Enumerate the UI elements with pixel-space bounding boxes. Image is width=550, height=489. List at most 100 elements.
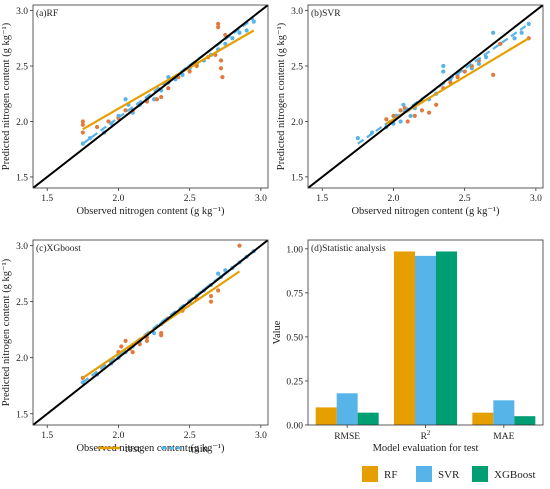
panel-title: (a)RF [36, 8, 58, 19]
identity-line [33, 240, 268, 425]
test-point [80, 122, 85, 127]
x-tick-label: 1.5 [316, 194, 328, 204]
train-point [441, 69, 446, 74]
train-point [251, 19, 256, 24]
x-tick-label: 2.0 [113, 431, 125, 441]
scatter-panel-rf: 1.5 2.0 2.5 3.0 1.5 2.0 2.5 3.0 (a)RF Observed ni… [1, 4, 269, 217]
y-axis-label: Value [272, 320, 283, 344]
y-axis-label: Predicted nitrogen content (g kg⁻¹) [1, 22, 12, 170]
test-point [216, 25, 221, 30]
identity-line [33, 5, 268, 188]
panel-frame [32, 239, 269, 426]
train-legend-label: train [188, 443, 209, 455]
train-point [491, 30, 496, 35]
scatter-legend: test train [98, 443, 209, 455]
bar-legend: RF SVR XGBoost [362, 466, 536, 482]
plot-area [308, 5, 543, 188]
train-point [223, 41, 228, 46]
x-axis-label: Model evaluation for test [373, 443, 479, 454]
x-tick-label: 2.5 [184, 194, 196, 204]
train-point [244, 28, 249, 33]
test-point [159, 94, 164, 100]
test-point [94, 124, 100, 130]
bar-svr-mae [493, 400, 515, 425]
x-axis-label: Observed nitrogen content (g kg⁻¹) [351, 206, 500, 217]
test-point [123, 338, 128, 344]
test-point [419, 108, 425, 113]
x-tick-label: 1.5 [41, 194, 53, 204]
panel-frame [32, 4, 269, 189]
train-point [230, 36, 235, 41]
y-tick-label: 2.0 [16, 354, 28, 364]
x-axis-label: Observed nitrogen content (g kg⁻¹) [76, 443, 225, 454]
test-point [426, 110, 432, 115]
test-point [384, 117, 389, 122]
train-point [237, 30, 242, 35]
x-tick-label: 2.5 [184, 431, 196, 441]
test-point [405, 119, 410, 124]
bar-xgboost-r2 [436, 251, 457, 425]
train-point [526, 21, 531, 26]
test-point [434, 102, 439, 107]
rf-legend-swatch [362, 466, 378, 482]
test-point [208, 293, 214, 299]
train-point [408, 113, 413, 119]
panel-title: (d)Statistic analysis [311, 243, 386, 254]
test-point [218, 66, 224, 71]
train-point [519, 30, 524, 35]
train-point [441, 63, 446, 69]
test-point [106, 119, 111, 124]
y-tick-label: 2.5 [291, 63, 303, 73]
x-tick-label: R2 [421, 429, 431, 442]
identity-line [308, 5, 543, 188]
train-point [512, 36, 517, 41]
y-tick-label: 1.5 [291, 173, 303, 183]
scatter-panel-svr: 1.5 2.0 2.5 3.0 1.5 2.0 2.5 3.0 (b)SVR Observed n… [276, 4, 544, 217]
test-point [462, 69, 467, 74]
x-tick-label: 3.0 [255, 194, 267, 204]
test-point [154, 97, 160, 102]
test-point [166, 86, 171, 91]
test-point [498, 41, 503, 46]
train-point [483, 55, 489, 60]
y-tick-label: 1.00 [286, 245, 303, 255]
y-tick-label: 0.75 [286, 289, 303, 299]
y-tick-label: 0.50 [286, 333, 303, 343]
test-point [237, 243, 242, 248]
plot-area [33, 5, 268, 188]
test-point [398, 108, 403, 113]
test-point [144, 338, 150, 344]
bar-panel-stats: RMSE R2 MAE 0.00 0.25 0.50 0.75 1.00 (d)Statisti… [272, 239, 544, 454]
y-tick-label: 2.5 [16, 63, 28, 73]
train-point [355, 135, 360, 141]
test-point [216, 21, 221, 26]
test-point [491, 72, 496, 77]
test-point [412, 113, 417, 119]
test-point [223, 32, 228, 38]
train-point [123, 97, 128, 102]
test-point [216, 288, 221, 293]
x-tick-label: 3.0 [530, 194, 542, 204]
train-point [151, 330, 157, 336]
train-point [216, 271, 221, 276]
y-axis-label: Predicted nitrogen content (g kg⁻¹) [1, 258, 12, 406]
x-tick-label: RMSE [334, 432, 360, 442]
y-tick-label: 2.0 [291, 118, 303, 128]
bar-xgboost-mae [514, 416, 536, 425]
y-tick-label: 2.5 [16, 298, 28, 308]
y-tick-label: 3.0 [16, 242, 28, 252]
test-point [123, 108, 128, 113]
plot-area [33, 240, 268, 425]
x-tick-label: 2.0 [388, 194, 400, 204]
panel-frame [307, 239, 544, 426]
bar-rf-rmse [315, 407, 337, 425]
train-point [401, 102, 406, 107]
train-point [180, 72, 185, 77]
test-point [130, 350, 135, 355]
train-point [398, 119, 403, 124]
test-point [220, 74, 225, 80]
test-point [218, 58, 224, 63]
y-tick-label: 3.0 [291, 7, 303, 17]
bar-rf-r2 [394, 251, 415, 425]
xgboost-legend-swatch [472, 466, 488, 482]
